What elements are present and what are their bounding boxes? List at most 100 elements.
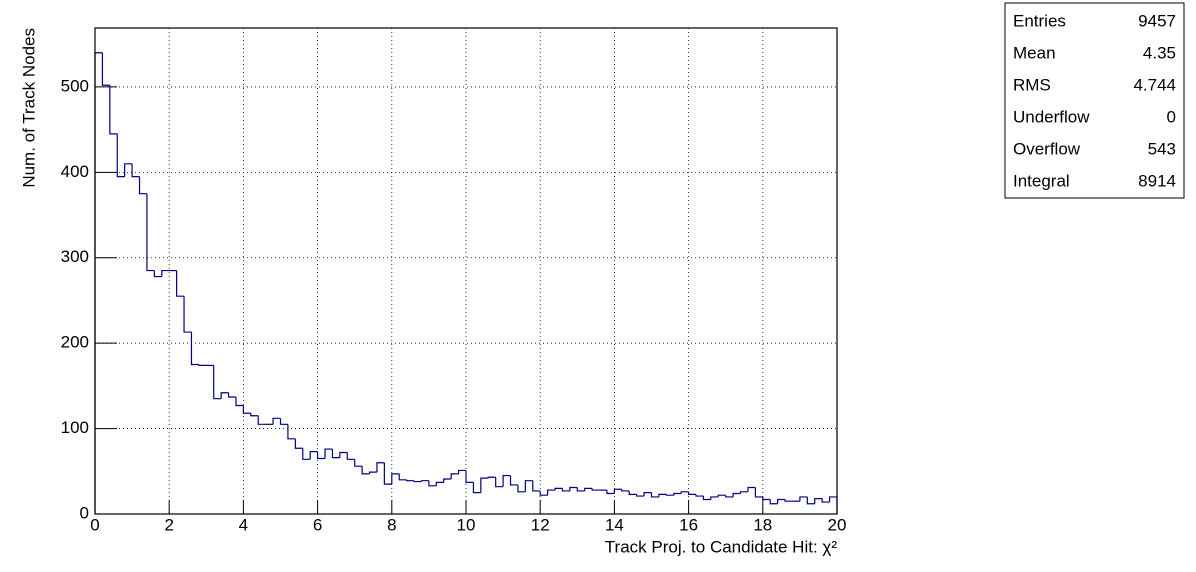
histogram-bin [428, 480, 437, 487]
histogram-bin [443, 478, 452, 483]
stats-label: Integral [1013, 171, 1070, 190]
x-tick-label: 6 [313, 515, 322, 534]
histogram-bin [161, 269, 170, 277]
stats-label: RMS [1013, 75, 1051, 94]
y-tick-label: 500 [61, 76, 89, 95]
x-tick-label: 12 [531, 515, 550, 534]
histogram-bin [532, 480, 541, 492]
histogram-bin [302, 448, 311, 460]
histogram-bin [109, 85, 118, 135]
histogram-bin [569, 486, 578, 491]
histogram-bin [413, 480, 422, 483]
histogram-bin [561, 488, 570, 492]
y-tick-label: 300 [61, 247, 89, 266]
histogram-bin [650, 492, 659, 498]
histogram-bin [636, 494, 645, 497]
x-tick-label: 4 [239, 515, 248, 534]
histogram-bin [450, 473, 459, 479]
stats-value: 0 [1167, 107, 1176, 126]
histogram-bin [250, 413, 259, 417]
histogram-bin [658, 493, 667, 497]
histogram-bin [176, 270, 185, 297]
histogram-bin [821, 498, 830, 503]
x-tick-label: 20 [828, 515, 847, 534]
y-tick-label: 400 [61, 162, 89, 181]
histogram-bin [665, 494, 674, 496]
histogram-bin [138, 176, 147, 195]
stats-value: 4.35 [1143, 43, 1176, 62]
histogram-bin [376, 462, 385, 473]
histogram-bin [732, 492, 741, 497]
histogram-bin [183, 296, 192, 333]
histogram-bin [309, 451, 318, 460]
x-tick-label: 16 [679, 515, 698, 534]
histogram-bin [747, 486, 756, 492]
histogram-bin [725, 495, 734, 498]
histogram-bin [688, 491, 697, 495]
histogram-bin [621, 489, 630, 492]
histogram-bin [354, 459, 363, 467]
histogram-bin [279, 418, 288, 425]
histogram-bin [398, 473, 407, 481]
histogram-bin [739, 491, 748, 494]
histogram-bin [190, 332, 199, 366]
histogram-bin [339, 451, 348, 458]
x-tick-label: 2 [164, 515, 173, 534]
histogram-bin [799, 496, 808, 502]
stats-label: Underflow [1013, 107, 1090, 126]
histogram-bin [547, 489, 556, 496]
histogram-bin [754, 487, 763, 498]
histogram-bin [420, 480, 429, 482]
stats-label: Mean [1013, 43, 1056, 62]
histogram-bin [235, 396, 244, 407]
histogram-bin [435, 481, 444, 486]
histogram-bin [406, 479, 415, 482]
histogram-bin [383, 462, 392, 485]
histogram-bin [242, 405, 251, 414]
y-tick-label: 0 [80, 503, 89, 522]
y-tick-label: 200 [61, 333, 89, 352]
stats-box [1004, 2, 1185, 199]
histogram-bin [710, 496, 719, 500]
y-axis-label: Num. of Track Nodes [19, 28, 38, 188]
histogram-bin [717, 494, 726, 497]
histogram-bin [673, 492, 682, 496]
histogram-bin [391, 473, 400, 485]
histogram-bin [116, 133, 125, 178]
histogram-bin [287, 424, 296, 440]
histogram-bin [213, 365, 222, 400]
histogram-bin [554, 487, 563, 491]
histogram-bin [806, 496, 815, 505]
histogram-bin [517, 484, 526, 493]
histogram-bin [628, 490, 637, 495]
histogram-bin [361, 466, 370, 475]
plot-frame [94, 27, 838, 515]
histogram-bin [257, 415, 266, 425]
histogram-bin [613, 488, 622, 494]
histogram-bin [272, 417, 281, 425]
histogram-bin [539, 490, 548, 496]
histogram-bin [198, 364, 207, 366]
stats-label: Overflow [1013, 139, 1081, 158]
histogram-bin [220, 392, 229, 399]
x-tick-label: 0 [90, 515, 99, 534]
histogram-bin [591, 488, 600, 491]
histogram-bin [762, 496, 771, 501]
histogram-bin [317, 451, 326, 460]
histogram-bin [457, 469, 466, 474]
histogram-bin [584, 487, 593, 491]
stats-label: Entries [1013, 11, 1066, 30]
histogram-bin [576, 487, 585, 492]
histogram-bin [124, 163, 133, 177]
histogram-bin [814, 498, 823, 504]
histogram-bin [509, 475, 518, 486]
histogram-bin [487, 476, 496, 479]
x-tick-label: 8 [387, 515, 396, 534]
histogram-bin [131, 163, 140, 178]
histogram-bin [702, 496, 711, 501]
histogram-bin [146, 193, 155, 272]
stats-value: 9457 [1138, 11, 1176, 30]
x-tick-label: 10 [457, 515, 476, 534]
